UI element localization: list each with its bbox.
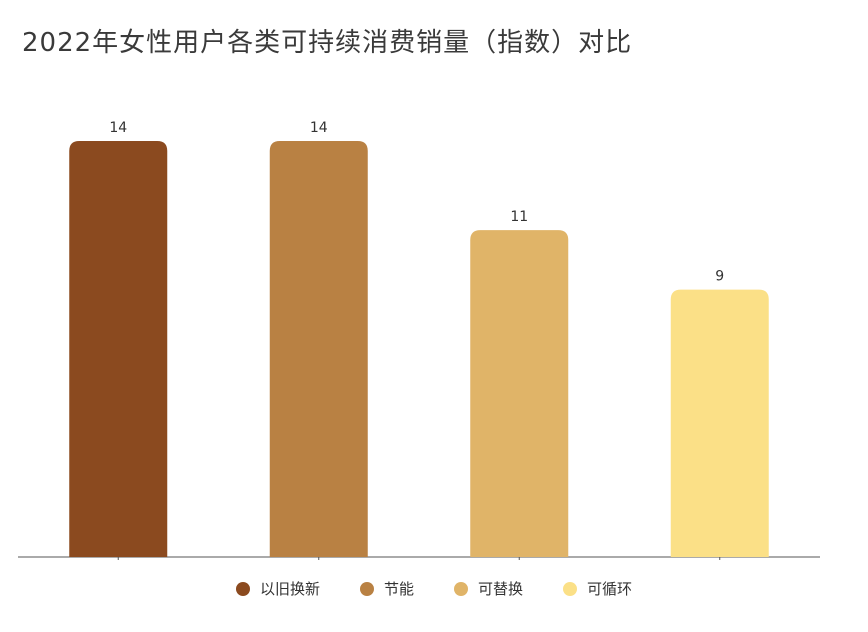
legend-label: 节能: [383, 580, 414, 598]
data-label-1: 14: [109, 120, 127, 136]
legend-item-2: 节能: [359, 578, 414, 599]
legend-swatch: [235, 581, 250, 596]
legend-swatch: [563, 581, 578, 596]
legend-swatch: [359, 581, 374, 596]
chart-legend: 以旧换新 节能 可替换 可循环: [0, 578, 868, 599]
bar-chart: 14 14 11 9: [18, 120, 820, 560]
legend-label: 可替换: [478, 580, 524, 598]
bar-2: [269, 141, 368, 557]
bar-1: [69, 141, 168, 557]
legend-label: 以旧换新: [259, 580, 320, 598]
data-label-4: 9: [715, 269, 724, 285]
data-label-3: 11: [510, 209, 528, 225]
legend-swatch: [454, 581, 468, 596]
chart-title: 2022年女性用户各类可持续消费销量（指数）对比: [22, 28, 633, 58]
legend-label: 可循环: [587, 580, 633, 598]
legend-item-3: 可替换: [454, 578, 523, 599]
bar-4: [670, 289, 769, 557]
bar-3: [470, 230, 569, 557]
legend-item-1: 以旧换新: [235, 578, 320, 599]
data-label-2: 14: [310, 120, 328, 136]
legend-item-4: 可循环: [563, 578, 632, 599]
